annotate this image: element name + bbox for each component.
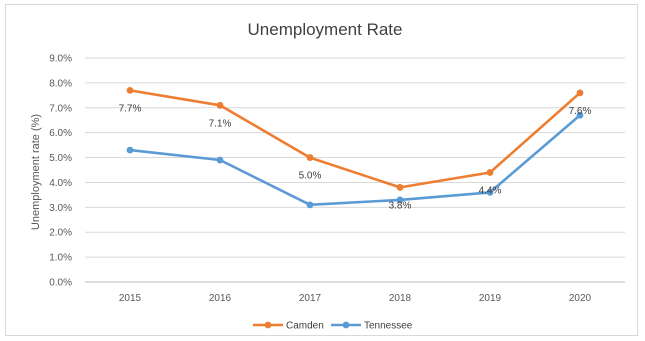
data-point [126, 146, 134, 154]
y-tick-label: 0.0% [49, 278, 72, 289]
data-point [486, 189, 494, 196]
chart-frame [5, 4, 638, 336]
x-tick-label: 2020 [569, 293, 592, 304]
y-tick-label: 3.0% [49, 203, 72, 214]
y-tick-label: 5.0% [49, 153, 72, 164]
data-labels: 7.7% 7.1% 5.0% 3.8% 4.4% 7.6% [119, 103, 592, 211]
legend-label: Camden [286, 321, 324, 332]
y-axis-ticks: 0.0% 1.0% 2.0% 3.0% 4.0% 5.0% 6.0% 7.0% 8.0% 9.0% [49, 54, 72, 289]
y-tick-label: 8.0% [49, 78, 72, 89]
data-point [486, 169, 494, 176]
data-point [216, 156, 224, 164]
y-tick-label: 6.0% [49, 128, 72, 139]
data-label: 4.4% [479, 185, 502, 196]
series-line-tennessee [129, 114, 581, 207]
series-line-camden [129, 89, 581, 189]
legend: Camden Tennessee [253, 321, 413, 332]
data-point [306, 154, 314, 161]
series-lines [126, 86, 584, 209]
x-tick-label: 2015 [119, 293, 142, 304]
data-label: 7.6% [569, 106, 592, 117]
data-point [576, 89, 584, 97]
data-label: 7.1% [209, 118, 232, 129]
x-tick-label: 2017 [299, 293, 322, 304]
legend-label: Tennessee [364, 321, 413, 332]
x-tick-label: 2016 [209, 293, 232, 304]
legend-marker [342, 321, 350, 329]
y-tick-label: 4.0% [49, 178, 72, 189]
data-point [306, 201, 314, 209]
gridlines [85, 57, 625, 283]
y-tick-label: 7.0% [49, 103, 72, 114]
x-tick-label: 2018 [389, 293, 412, 304]
data-point [216, 101, 224, 109]
data-point [126, 86, 134, 94]
data-point [396, 184, 404, 191]
x-axis-ticks: 2015 2016 2017 2018 2019 2020 [119, 293, 592, 304]
chart-title: Unemployment Rate [248, 20, 403, 39]
y-tick-label: 1.0% [49, 253, 72, 264]
data-label: 5.0% [299, 171, 322, 182]
data-label: 7.7% [119, 103, 142, 114]
x-tick-label: 2019 [479, 293, 502, 304]
data-point [396, 196, 404, 204]
y-axis-label: Unemployment rate (%) [30, 114, 42, 230]
data-label: 3.8% [389, 200, 412, 211]
y-tick-label: 9.0% [49, 54, 72, 65]
y-tick-label: 2.0% [49, 228, 72, 239]
legend-marker [264, 321, 272, 329]
data-point [576, 111, 584, 119]
